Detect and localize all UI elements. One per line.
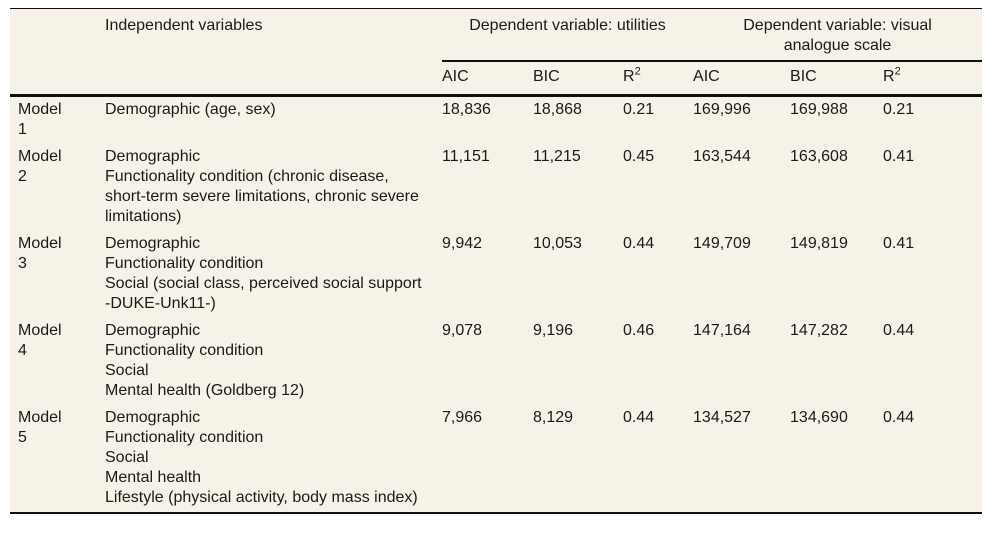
model-name-cell: Model 3	[10, 231, 105, 318]
independent-variables-list: Demographic (age, sex)	[105, 101, 276, 118]
model-comparison-table-wrap: Independent variables Dependent variable…	[10, 8, 983, 514]
vas-bic-value: 134,690	[790, 409, 848, 426]
model-comparison-table: Independent variables Dependent variable…	[10, 8, 983, 514]
utilities-r2-value: 0.44	[623, 409, 655, 426]
vas-aic-value: 134,527	[693, 409, 751, 426]
independent-variables-header: Independent variables	[105, 17, 263, 34]
independent-variables-list: Demographic Functionality condition Soci…	[105, 322, 305, 399]
independent-variables-list: Demographic Functionality condition (chr…	[105, 148, 419, 225]
model-name: Model 3	[18, 235, 62, 272]
vas-r2-value: 0.41	[883, 148, 915, 165]
independent-variables-list: Demographic Functionality condition Soci…	[105, 235, 422, 312]
subheader-sup: 2	[634, 65, 641, 78]
group-header-vas-label: Dependent variable: visual analogue scal…	[743, 17, 932, 54]
model-name: Model 1	[18, 101, 62, 138]
subheader-empty-variables	[105, 61, 442, 97]
subheader-label: AIC	[693, 68, 720, 85]
table-row-model-5: Model 5 Demographic Functionality condit…	[10, 405, 982, 513]
utilities-bic-value: 9,196	[533, 322, 574, 339]
group-header-utilities-label: Dependent variable: utilities	[469, 17, 666, 34]
subheader-sup: 2	[894, 65, 901, 78]
vas-r2-value: 0.44	[883, 409, 915, 426]
model-name: Model 4	[18, 322, 62, 359]
utilities-bic-value: 11,215	[533, 148, 581, 165]
independent-variables-cell: Demographic Functionality condition Soci…	[105, 231, 442, 318]
vas-bic-value: 163,608	[790, 148, 848, 165]
vas-r2-value: 0.44	[883, 322, 915, 339]
utilities-aic-value: 18,836	[442, 101, 491, 118]
subheader-utilities-r2: R2	[623, 61, 694, 97]
utilities-aic-value: 7,966	[442, 409, 483, 426]
vas-aic-value: 169,996	[693, 101, 751, 118]
independent-variables-cell: Demographic (age, sex)	[105, 96, 442, 145]
header-row-groups: Independent variables Dependent variable…	[10, 8, 983, 62]
vas-r2-value: 0.21	[883, 101, 915, 118]
independent-variables-list: Demographic Functionality condition Soci…	[105, 409, 418, 506]
model-name-cell: Model 2	[10, 144, 105, 231]
model-name-cell: Model 4	[10, 318, 105, 405]
independent-variables-cell: Demographic Functionality condition (chr…	[105, 144, 442, 231]
subheader-label: BIC	[533, 68, 560, 85]
subheader-vas-bic: BIC	[790, 61, 884, 97]
vas-aic-value: 147,164	[693, 322, 751, 339]
utilities-r2-value: 0.46	[623, 322, 655, 339]
model-column-header	[10, 9, 105, 62]
subheader-empty-model	[10, 61, 105, 97]
model-name: Model 2	[18, 148, 62, 185]
vas-bic-value: 169,988	[790, 101, 848, 118]
utilities-aic-value: 9,942	[442, 235, 483, 252]
utilities-r2-value: 0.45	[623, 148, 655, 165]
table-row-model-2: Model 2 Demographic Functionality condit…	[10, 144, 982, 231]
subheader-vas-aic: AIC	[693, 61, 791, 97]
utilities-aic-value: 11,151	[442, 148, 490, 165]
model-name-cell: Model 1	[10, 96, 105, 145]
utilities-bic-value: 10,053	[533, 235, 582, 252]
table-row-model-1: Model 1 Demographic (age, sex) 18,836 18…	[10, 96, 982, 145]
subheader-utilities-aic: AIC	[442, 61, 533, 97]
model-name-cell: Model 5	[10, 405, 105, 513]
independent-variables-cell: Demographic Functionality condition Soci…	[105, 405, 442, 513]
subheader-vas-r2: R2	[883, 61, 983, 97]
vas-aic-value: 149,709	[693, 235, 751, 252]
subheader-label: BIC	[790, 68, 817, 85]
subheader-label: R	[883, 68, 895, 85]
group-header-utilities: Dependent variable: utilities	[442, 8, 694, 62]
utilities-bic-value: 8,129	[533, 409, 574, 426]
vas-bic-value: 149,819	[790, 235, 848, 252]
table-row-model-4: Model 4 Demographic Functionality condit…	[10, 318, 982, 405]
vas-bic-value: 147,282	[790, 322, 848, 339]
vas-r2-value: 0.41	[883, 235, 915, 252]
subheader-label: R	[623, 68, 635, 85]
utilities-r2-value: 0.21	[623, 101, 655, 118]
vas-aic-value: 163,544	[693, 148, 751, 165]
utilities-bic-value: 18,868	[533, 101, 582, 118]
independent-variables-cell: Demographic Functionality condition Soci…	[105, 318, 442, 405]
utilities-aic-value: 9,078	[442, 322, 483, 339]
subheader-utilities-bic: BIC	[533, 61, 623, 97]
subheader-label: AIC	[442, 68, 469, 85]
header-row-metrics: AIC BIC R2 AIC BIC R2	[10, 61, 983, 97]
utilities-r2-value: 0.44	[623, 235, 655, 252]
group-header-vas: Dependent variable: visual analogue scal…	[693, 8, 983, 62]
table-row-model-3: Model 3 Demographic Functionality condit…	[10, 231, 982, 318]
model-name: Model 5	[18, 409, 62, 446]
